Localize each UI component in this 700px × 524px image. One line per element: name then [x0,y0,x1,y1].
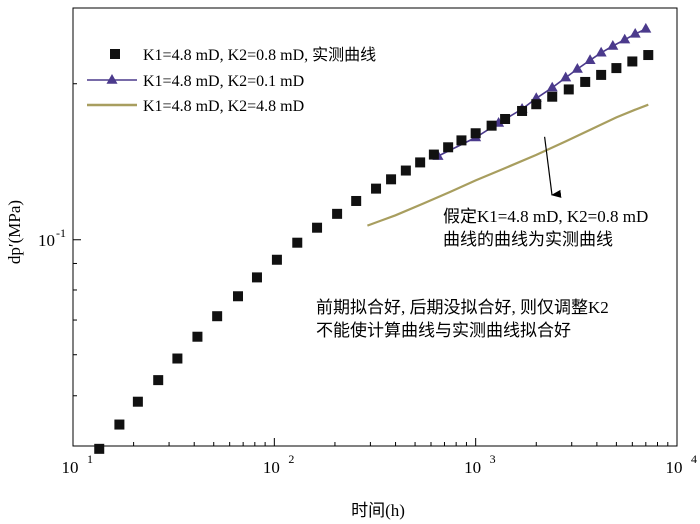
data-point-square [547,91,558,102]
x-tick-exponent: 2 [288,452,294,466]
data-point-square [531,99,542,110]
data-point-square [292,237,303,248]
x-tick-label: 10 [464,458,481,477]
data-point-square [94,443,105,454]
legend-label: K1=4.8 mD, K2=4.8 mD [143,98,304,115]
data-point-square [580,76,591,87]
data-point-square [271,254,282,265]
data-point-square [172,353,183,364]
data-point-triangle [595,46,607,57]
annotation-text-line: 前期拟合好, 后期没拟合好, 则仅调整K2 [316,298,609,317]
data-point-square [415,157,426,168]
legend-marker-square [110,49,120,59]
data-point-square [114,419,125,430]
data-point-square [351,195,362,206]
x-tick-exponent: 3 [490,452,496,466]
data-point-square [486,120,497,131]
x-tick-label: 10 [263,458,280,477]
x-tick-label: 10 [62,458,79,477]
data-point-triangle [640,22,652,33]
data-point-square [386,174,397,185]
data-point-square [371,183,382,194]
data-point-square [428,149,439,160]
data-point-square [332,208,343,219]
data-point-triangle [629,27,641,38]
data-point-square [192,331,203,342]
data-point-square [400,165,411,176]
data-point-square [153,375,164,386]
annotation-text-line: 不能使计算曲线与实测曲线拟合好 [316,320,571,340]
x-tick-exponent: 1 [87,452,93,466]
data-point-square [596,69,607,80]
data-point-triangle [571,63,583,73]
x-axis-label: 时间(h) [351,501,405,520]
data-point-square [212,311,223,322]
data-point-square [611,63,622,74]
data-point-triangle [546,81,558,92]
annotation-arrow [544,136,562,198]
data-point-square [517,105,528,116]
data-point-square [470,128,481,139]
data-point-triangle [560,71,572,82]
data-point-square [456,135,467,146]
annotation-text-line: 曲线的曲线为实测曲线 [443,230,613,249]
annotation-text-line: 假定K1=4.8 mD, K2=0.8 mD [443,207,648,226]
data-point-square [312,222,323,233]
x-tick-exponent: 4 [691,452,697,466]
x-tick-label: 10 [666,458,683,477]
legend-label: K1=4.8 mD, K2=0.8 mD, 实测曲线 [143,46,376,64]
y-axis-label: dp′(MPa) [5,200,24,264]
series-3-line [367,103,649,227]
y-tick-label: 10 [38,231,55,250]
plot-area [72,7,678,447]
legend-marker-triangle [106,74,118,84]
data-point-square [563,84,574,95]
data-point-triangle [584,54,596,64]
data-point-square [627,56,638,67]
data-point-square [251,272,262,283]
data-point-square [643,50,654,61]
y-tick-exponent: -1 [56,226,66,240]
legend-label: K1=4.8 mD, K2=0.1 mD [143,73,304,90]
data-point-triangle [619,33,631,44]
data-point-square [132,396,143,407]
data-point-square [500,113,511,124]
data-point-square [233,291,244,302]
data-point-square [443,142,454,153]
data-point-triangle [607,40,619,50]
